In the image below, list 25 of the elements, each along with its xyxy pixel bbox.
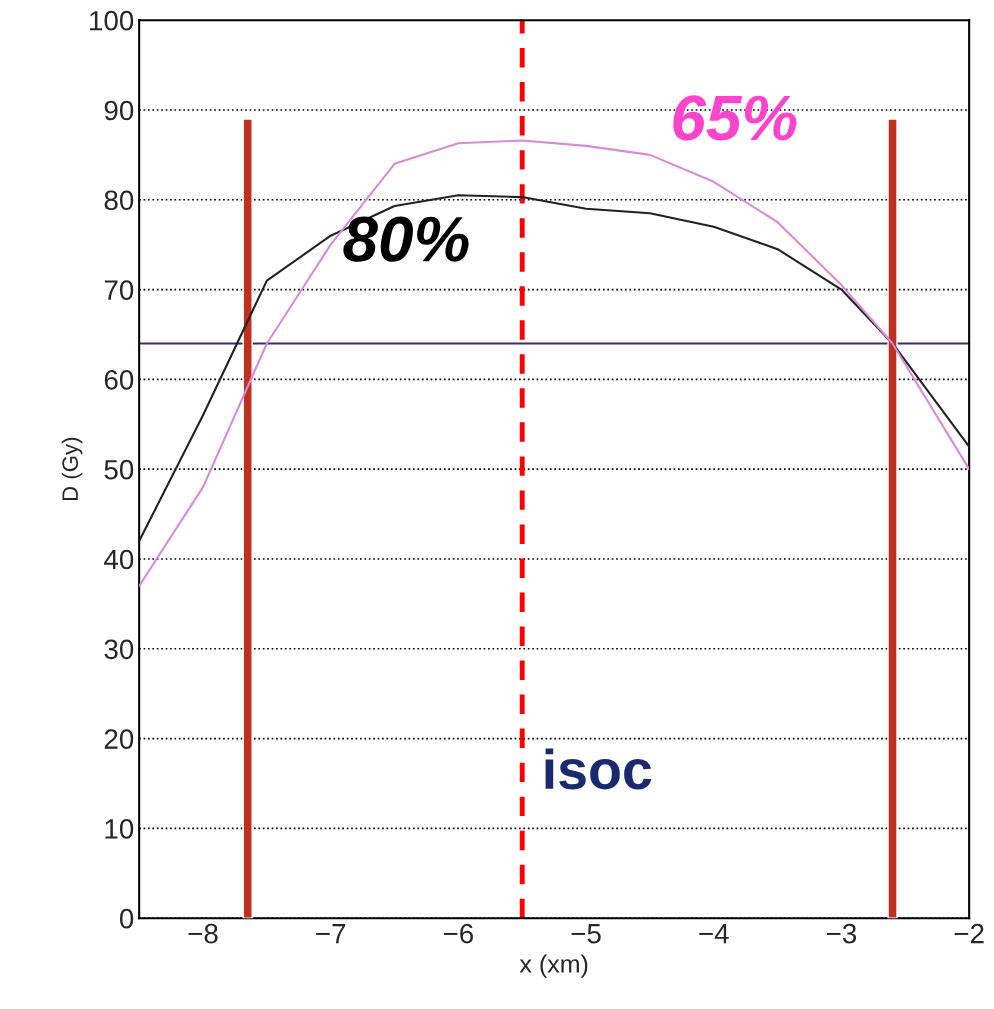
y-tick-label: 100 [90, 10, 134, 31]
x-tick-label: −2 [954, 923, 984, 944]
y-tick-label: 20 [104, 729, 134, 749]
annotation: 65% [673, 95, 797, 141]
y-axis-title: D (Gy) [61, 437, 83, 501]
line-series [139, 139, 970, 587]
y-tick-label: 10 [105, 819, 134, 839]
y-tick-label: 0 [119, 908, 134, 929]
y-tick-label: 60 [104, 370, 134, 390]
x-tick-label: −5 [571, 924, 601, 944]
annotation: 80% [343, 216, 469, 262]
x-axis-title: x (xm) [519, 954, 588, 978]
x-tick-label: −3 [827, 923, 857, 944]
x-tick-label: −4 [699, 924, 729, 944]
x-tick-label: −7 [316, 924, 346, 944]
y-tick-label: 50 [104, 459, 134, 480]
y-tick-label: 90 [104, 100, 134, 121]
y-tick-label: 80 [104, 190, 134, 211]
annotation: isoc [545, 748, 652, 790]
x-tick-label: −8 [188, 923, 218, 944]
y-tick-label: 30 [104, 639, 134, 660]
y-tick-label: 70 [104, 280, 134, 300]
line-series [139, 194, 970, 543]
y-tick-label: 40 [104, 549, 134, 570]
x-tick-label: −6 [443, 923, 473, 944]
